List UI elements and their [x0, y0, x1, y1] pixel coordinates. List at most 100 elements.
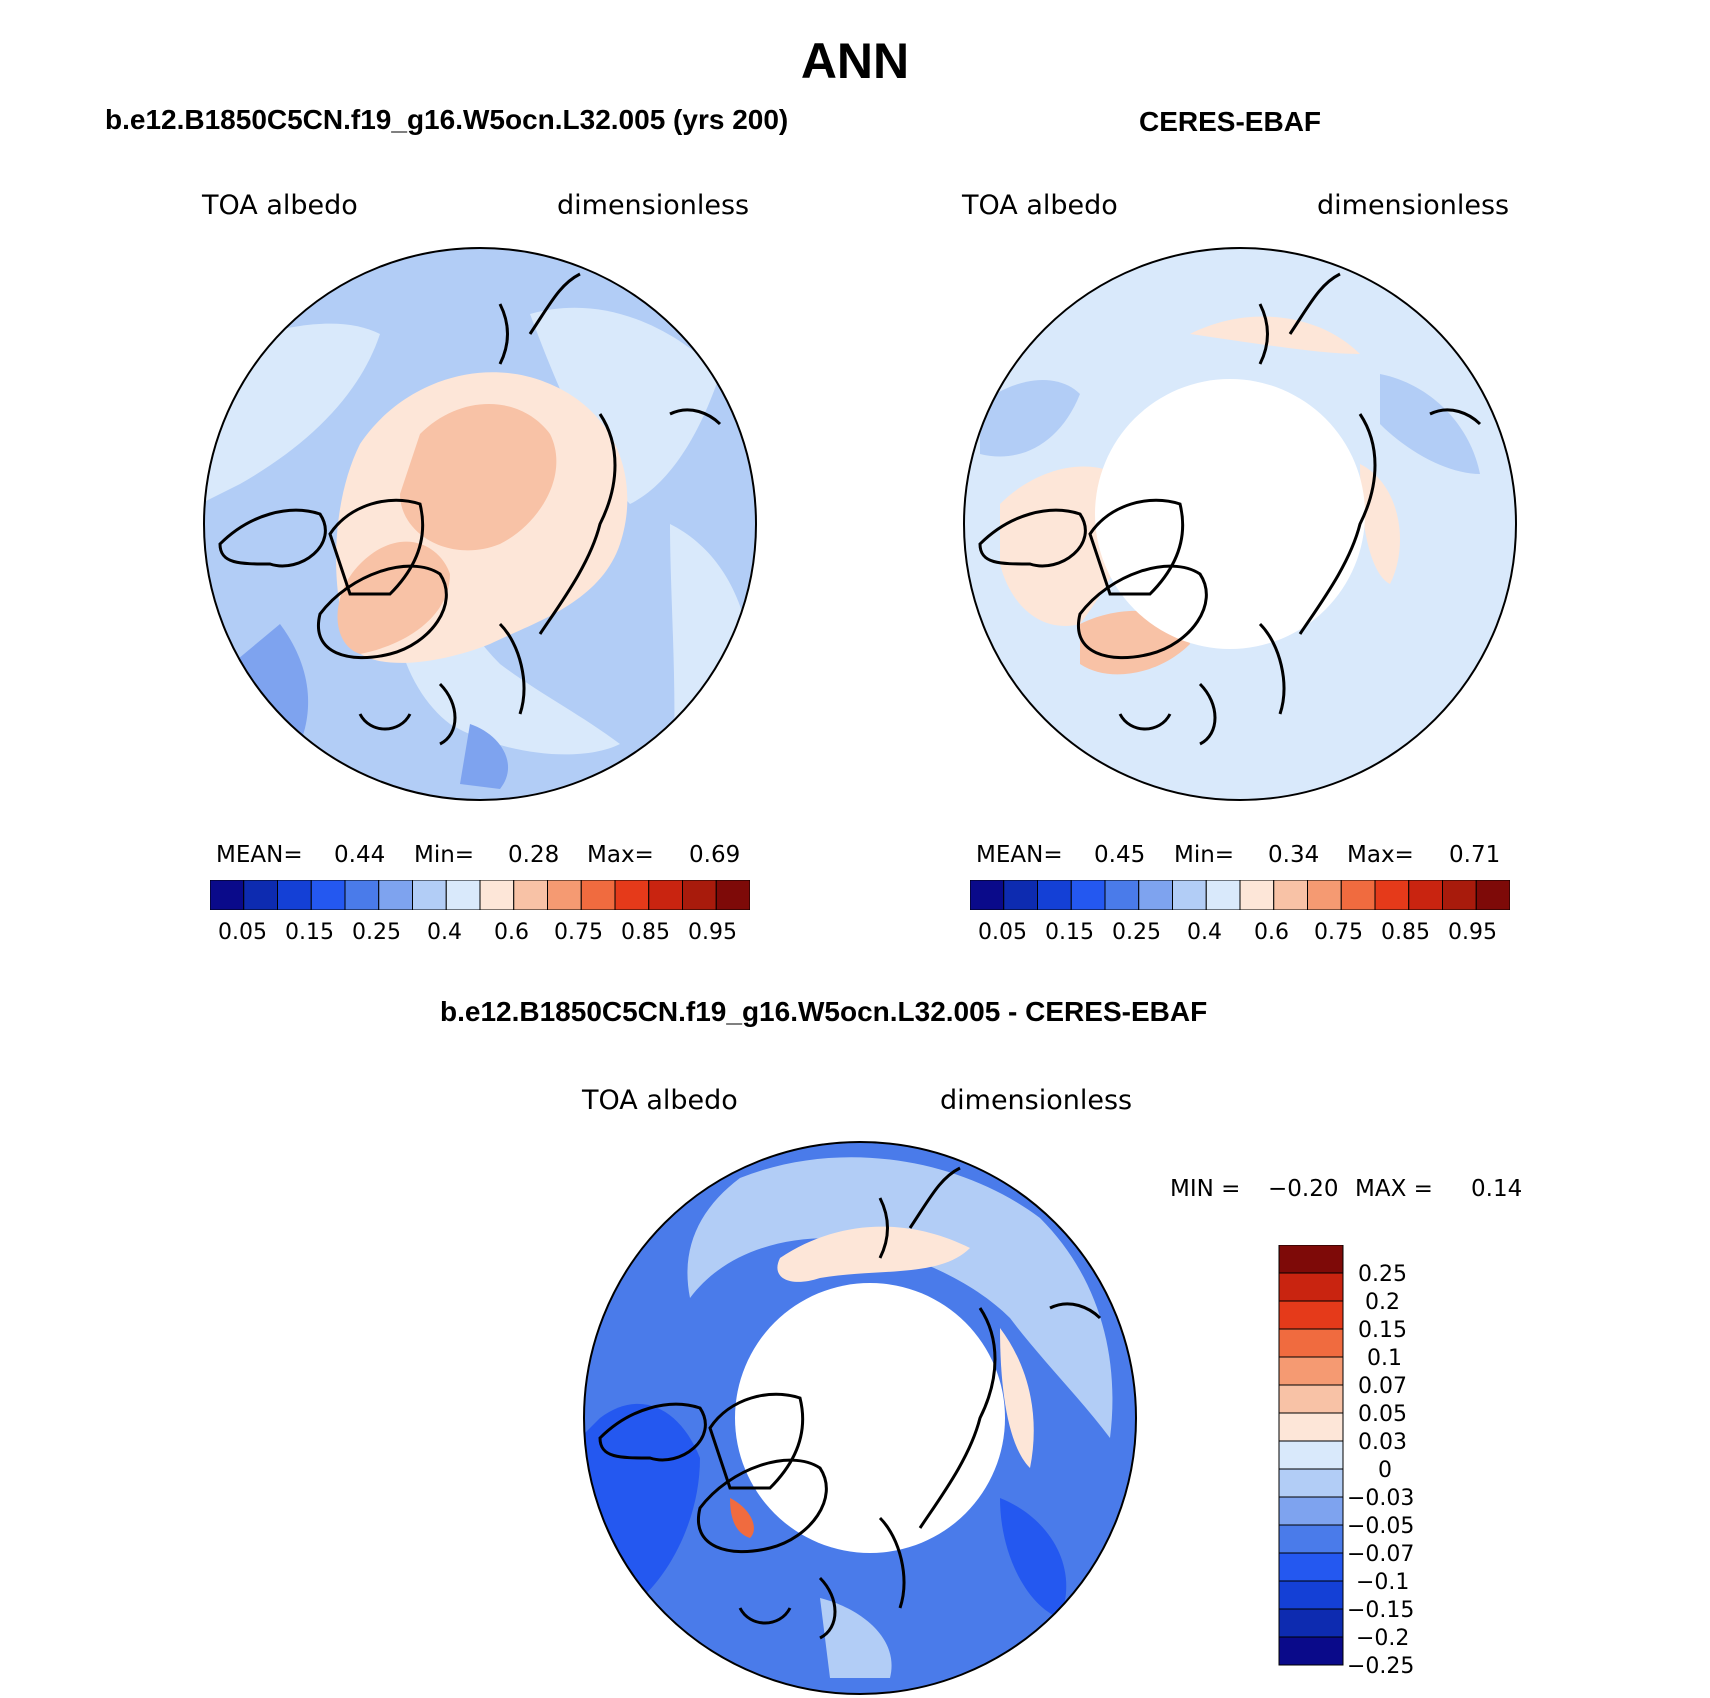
colorbar-swatch: [1239, 880, 1275, 910]
panel-2-coastlines: [978, 272, 1482, 746]
colorbar-swatch: [378, 880, 413, 910]
panel-2-tick: 0.75: [1314, 920, 1363, 945]
colorbar-swatch: [210, 880, 245, 910]
panel-2-dark-patch: [1380, 374, 1480, 474]
colorbar-swatch: [1278, 1524, 1344, 1554]
colorbar-swatch: [513, 880, 548, 910]
panel-1-map-border: [203, 247, 757, 801]
panel-1-tick: 0.05: [218, 920, 267, 945]
panel-2-dark-patch: [980, 380, 1080, 457]
panel-2-max-value: 0.71: [1449, 842, 1501, 868]
colorbar-swatch: [1278, 1496, 1344, 1526]
panel-1-max-value: 0.69: [689, 842, 741, 868]
panel-1-variable: TOA albedo: [202, 190, 358, 221]
panel-1-tick: 0.95: [688, 920, 737, 945]
colorbar-swatch: [310, 880, 346, 910]
colorbar-swatch: [547, 880, 582, 910]
panel-3-tick: −0.25: [1347, 1654, 1415, 1679]
panel-3-min-label: MIN =: [1170, 1176, 1241, 1202]
panel-1-tick: 0.85: [621, 920, 670, 945]
colorbar-swatch: [1278, 1272, 1344, 1302]
colorbar-swatch: [1408, 880, 1443, 910]
panel-3-coastlines: [598, 1166, 1102, 1640]
colorbar-swatch: [1278, 1384, 1344, 1414]
panel-3-colorbar: [1278, 1245, 1344, 1666]
colorbar-swatch: [715, 880, 750, 910]
colorbar-swatch: [1278, 1636, 1344, 1666]
panel-2-tick: 0.85: [1381, 920, 1430, 945]
colorbar-swatch: [243, 880, 278, 910]
panel-2-min-value: 0.34: [1268, 842, 1320, 868]
panel-3-tick: 0.07: [1358, 1374, 1407, 1399]
panel-2-map-border: [963, 247, 1517, 801]
colorbar-swatch: [1340, 880, 1376, 910]
panel-1-pale-band: [393, 544, 620, 755]
panel-2-tick: 0.95: [1448, 920, 1497, 945]
panel-3-light-band: [687, 1157, 1113, 1438]
panel-3-warm-ring: [777, 1226, 970, 1282]
colorbar-swatch: [1104, 880, 1140, 910]
panel-3-tick: −0.2: [1356, 1626, 1410, 1651]
panel-3-light-patch: [820, 1598, 892, 1678]
panel-1-pale-band: [530, 307, 720, 504]
panel-2-tick: 0.15: [1045, 920, 1094, 945]
panel-1-dark-patch: [460, 724, 509, 789]
panel-2-warm-field: [1190, 316, 1360, 354]
panel-2-min-label: Min=: [1174, 842, 1235, 868]
colorbar-swatch: [1278, 1245, 1344, 1274]
colorbar-swatch: [1374, 880, 1410, 910]
panel-3-missing-data: [735, 1283, 1005, 1553]
panel-2-max-label: Max=: [1347, 842, 1414, 868]
colorbar-swatch: [1278, 1608, 1344, 1638]
panel-3-units: dimensionless: [940, 1085, 1133, 1116]
panel-2-missing-data: [1095, 379, 1365, 649]
panel-3-tick: 0.2: [1365, 1290, 1400, 1315]
panel-3-variable: TOA albedo: [582, 1085, 738, 1116]
difference-title: b.e12.B1850C5CN.f19_g16.W5ocn.L32.005 - …: [440, 996, 1208, 1027]
panel-3-tick: 0.15: [1358, 1318, 1407, 1343]
panel-1-arctic-core: [400, 404, 557, 551]
panel-3-tick: 0.25: [1358, 1262, 1407, 1287]
colorbar-swatch: [614, 880, 650, 910]
colorbar-swatch: [1278, 1328, 1344, 1358]
colorbar-swatch: [344, 880, 380, 910]
panel-2-title: CERES-EBAF: [1139, 106, 1322, 137]
panel-3-tick: 0.05: [1358, 1402, 1407, 1427]
colorbar-swatch: [1442, 880, 1477, 910]
colorbar-swatch: [479, 880, 515, 910]
colorbar-swatch: [445, 880, 481, 910]
panel-3-max-label: MAX =: [1355, 1176, 1433, 1202]
panel-1-min-value: 0.28: [508, 842, 560, 868]
panel-1-greenland: [337, 541, 450, 654]
colorbar-swatch: [1003, 880, 1038, 910]
panel-1-mean-value: 0.44: [334, 842, 386, 868]
colorbar-swatch: [1278, 1412, 1344, 1442]
panel-1-map: [203, 247, 757, 801]
colorbar-swatch: [412, 880, 447, 910]
colorbar-swatch: [1278, 1468, 1344, 1498]
panel-1-title: b.e12.B1850C5CN.f19_g16.W5ocn.L32.005 (y…: [105, 104, 789, 135]
panel-3-dark-patch: [1000, 1498, 1067, 1618]
panel-2-tick: 0.4: [1187, 920, 1222, 945]
colorbar-swatch: [1278, 1356, 1344, 1386]
panel-1-min-label: Min=: [414, 842, 475, 868]
panel-2-tick: 0.05: [978, 920, 1027, 945]
panel-3-tick: 0.03: [1358, 1430, 1407, 1455]
panel-2-units: dimensionless: [1317, 190, 1510, 221]
colorbar-swatch: [1278, 1580, 1344, 1610]
panel-3-warm-ring: [1000, 1328, 1034, 1468]
colorbar-swatch: [1138, 880, 1173, 910]
panel-3-tick: −0.03: [1347, 1486, 1415, 1511]
colorbar-swatch: [1475, 880, 1510, 910]
colorbar-swatch: [277, 880, 312, 910]
colorbar-swatch: [970, 880, 1005, 910]
colorbar-swatch: [1278, 1300, 1344, 1330]
panel-1-tick: 0.4: [427, 920, 462, 945]
colorbar-swatch: [1172, 880, 1207, 910]
panel-1-colorbar: [210, 880, 750, 910]
panel-2-colorbar: [970, 880, 1510, 910]
panel-1-units: dimensionless: [557, 190, 750, 221]
colorbar-swatch: [1205, 880, 1241, 910]
panel-3-hot-spot: [730, 1498, 754, 1538]
panel-3-tick: 0.1: [1367, 1346, 1402, 1371]
